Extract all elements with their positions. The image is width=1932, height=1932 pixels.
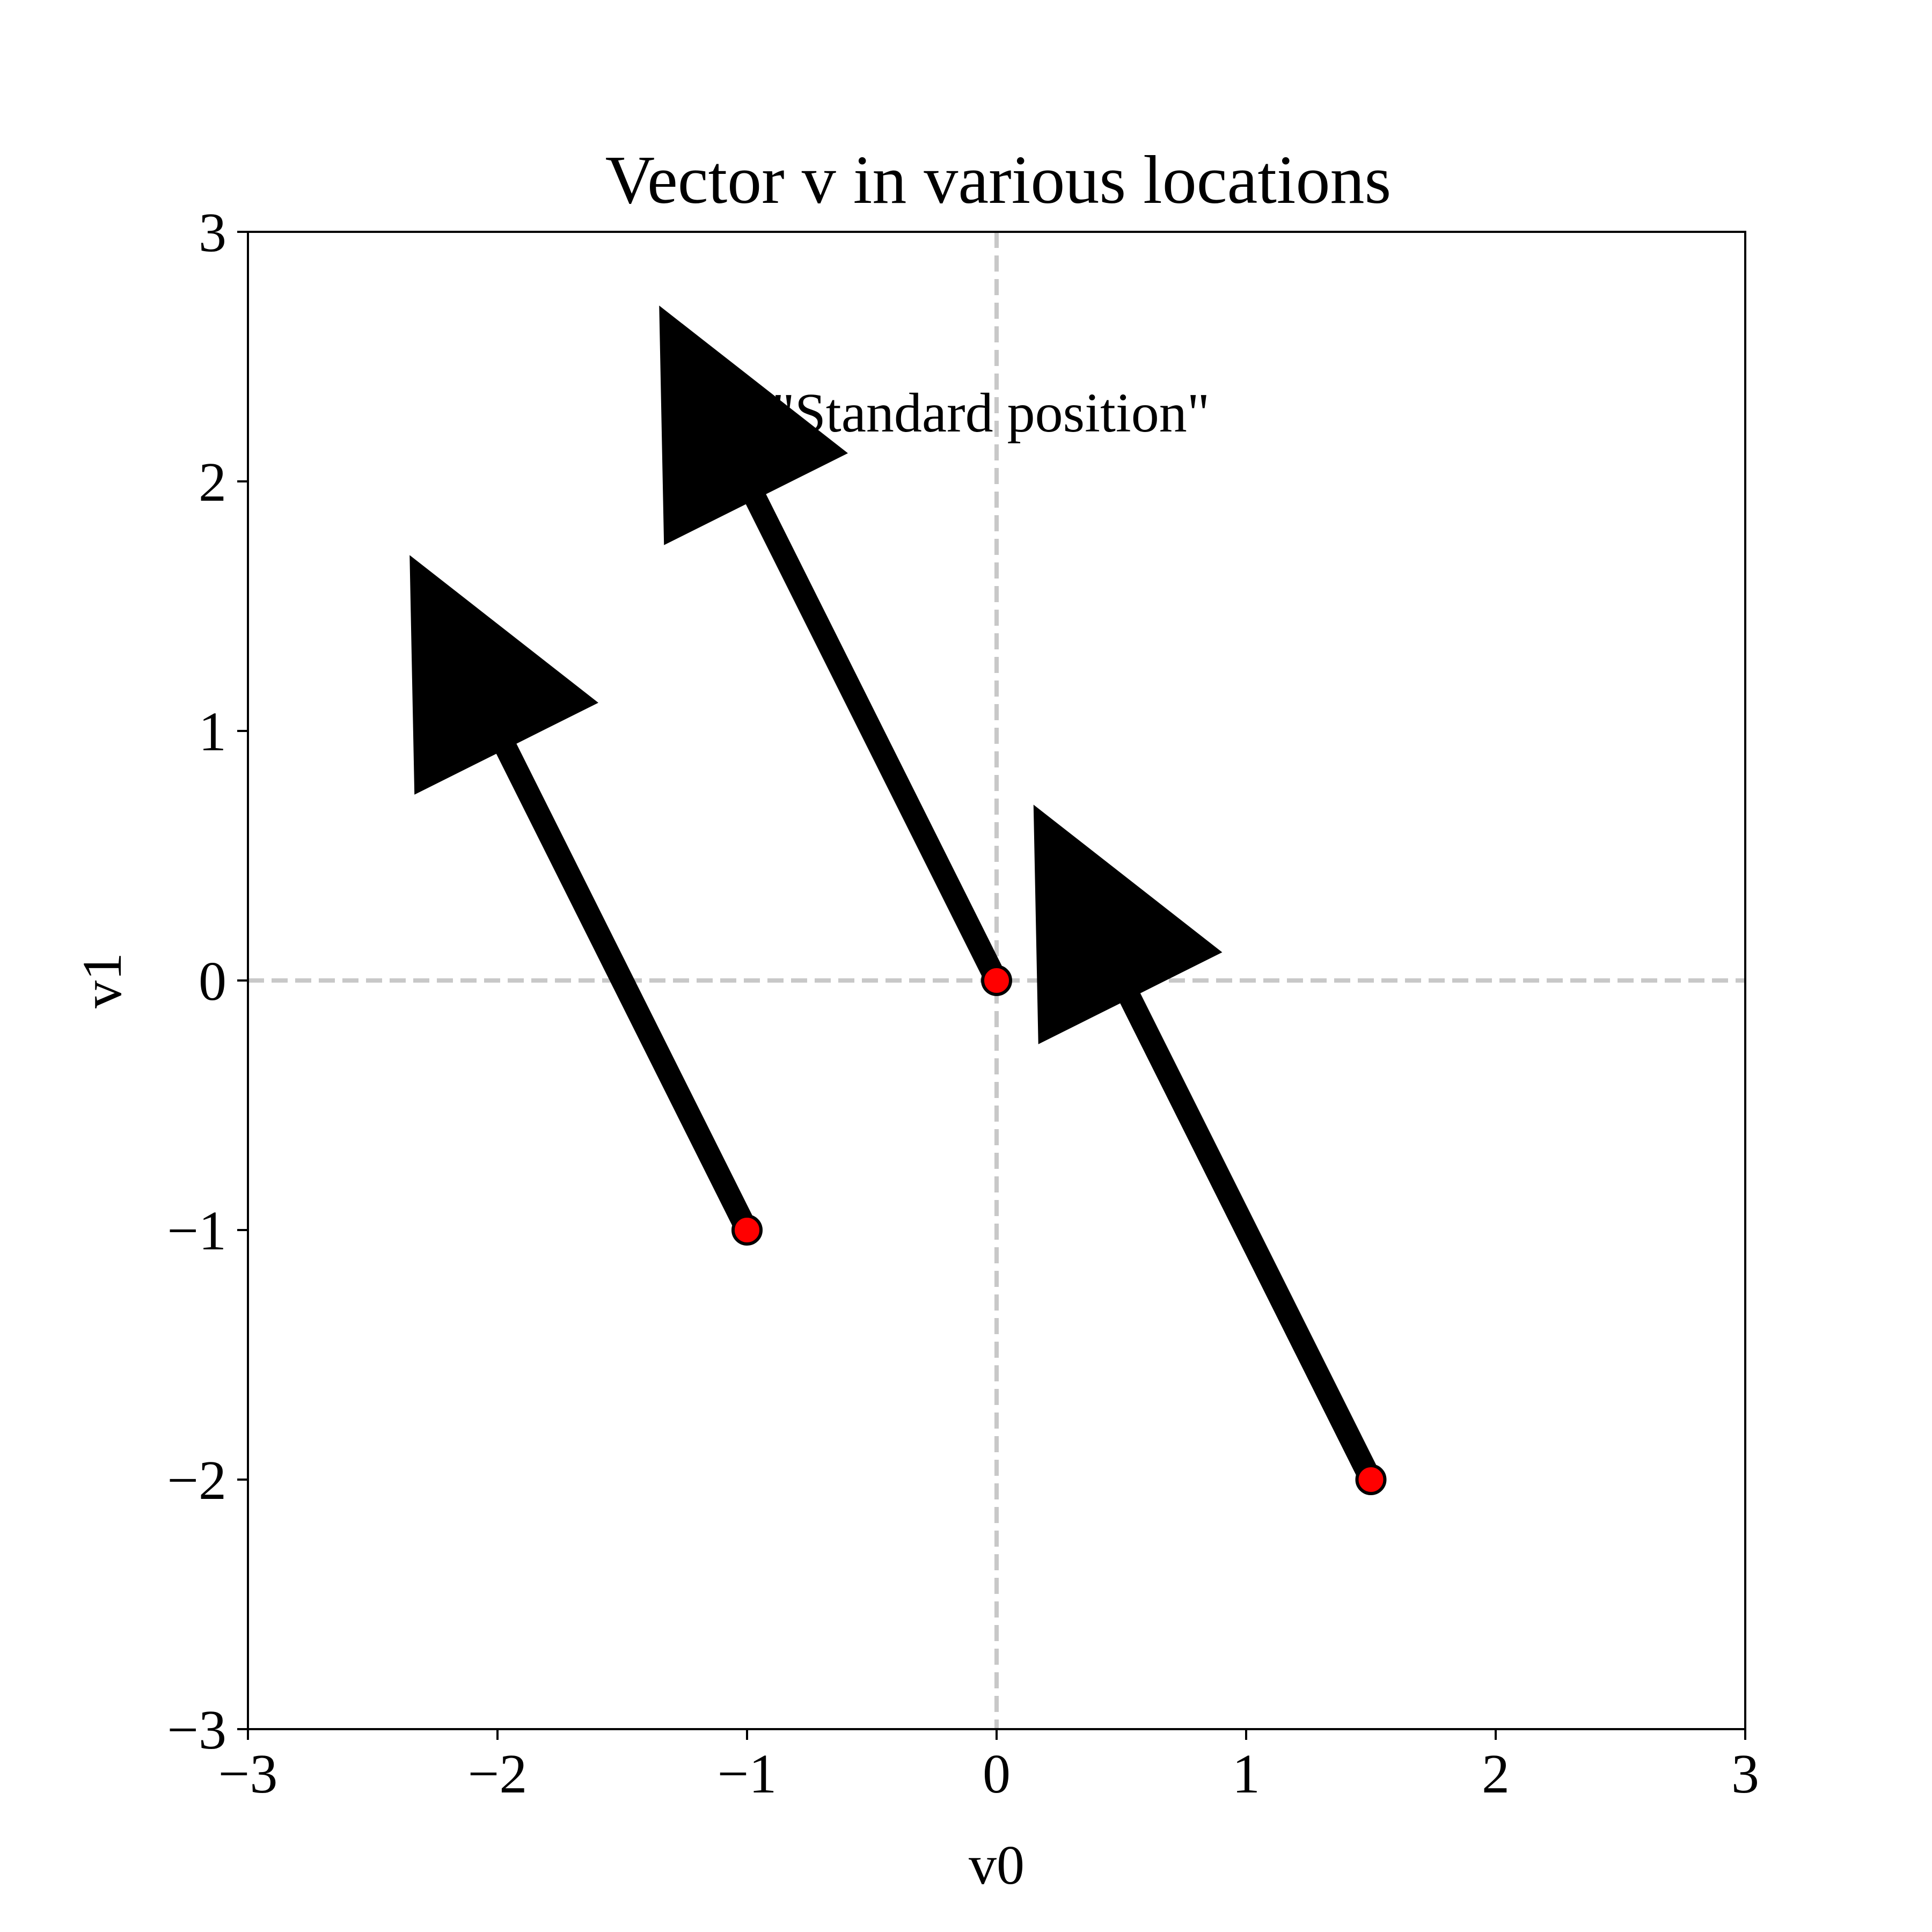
vector-arrow-2 — [659, 305, 1007, 986]
y-axis-ticks: −3 −2 −1 0 1 2 3 — [167, 202, 248, 1761]
chart-title: Vector v in various locations — [605, 142, 1392, 218]
x-tick-label: 1 — [1232, 1743, 1260, 1805]
start-point-3 — [1355, 1464, 1387, 1495]
y-tick-label: −3 — [167, 1699, 226, 1761]
y-axis-label: v1 — [71, 953, 133, 1008]
annotation-standard-position: "Standard position" — [772, 382, 1210, 444]
vector-arrows — [409, 305, 1381, 1485]
x-tick-label: −1 — [718, 1743, 777, 1805]
x-tick-label: −3 — [218, 1743, 278, 1805]
start-point-2 — [981, 965, 1012, 996]
x-tick-label: −2 — [468, 1743, 528, 1805]
x-tick-label: 2 — [1482, 1743, 1510, 1805]
y-tick-label: 1 — [199, 701, 226, 763]
x-axis-ticks: −3 −2 −1 0 1 2 3 — [218, 1729, 1759, 1805]
y-tick-label: 3 — [199, 202, 226, 264]
start-points — [731, 965, 1387, 1495]
y-tick-label: 0 — [199, 950, 226, 1012]
y-tick-label: 2 — [199, 451, 226, 513]
x-tick-label: 3 — [1731, 1743, 1759, 1805]
annotations: "Standard position" — [772, 382, 1210, 444]
vector-arrow-1 — [409, 555, 758, 1236]
y-tick-label: −1 — [167, 1200, 226, 1262]
x-tick-label: 0 — [983, 1743, 1011, 1805]
vector-arrow-3 — [1033, 804, 1381, 1485]
x-axis-label: v0 — [969, 1834, 1024, 1896]
y-tick-label: −2 — [167, 1450, 226, 1511]
start-point-1 — [731, 1214, 763, 1246]
reference-lines — [248, 232, 1745, 1729]
